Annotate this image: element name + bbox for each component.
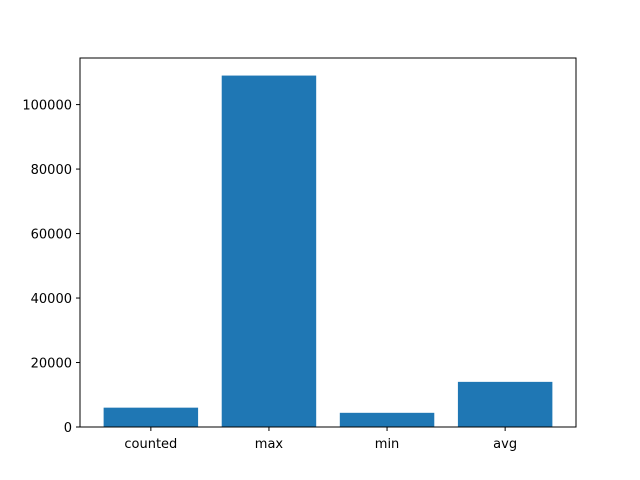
x-tick-label: max	[255, 437, 284, 452]
x-tick-label: avg	[493, 437, 517, 452]
y-tick-label: 40000	[31, 292, 72, 307]
bar-avg	[457, 381, 553, 427]
bar-counted	[103, 407, 199, 427]
bars-group	[103, 75, 553, 428]
y-tick-label: 0	[64, 421, 72, 436]
y-tick-label: 60000	[31, 228, 72, 243]
plot-frame	[79, 57, 577, 428]
bar-max	[221, 75, 317, 428]
x-axis-ticks: counted max min avg	[124, 427, 517, 452]
x-tick-label: counted	[124, 437, 177, 452]
bar-min	[339, 412, 435, 427]
y-tick-label: 20000	[31, 357, 72, 372]
y-tick-label: 100000	[22, 99, 72, 114]
y-tick-label: 80000	[31, 163, 72, 178]
y-axis-ticks: 0 20000 40000 60000 80000 100000	[22, 99, 80, 436]
x-tick-label: min	[375, 437, 400, 452]
